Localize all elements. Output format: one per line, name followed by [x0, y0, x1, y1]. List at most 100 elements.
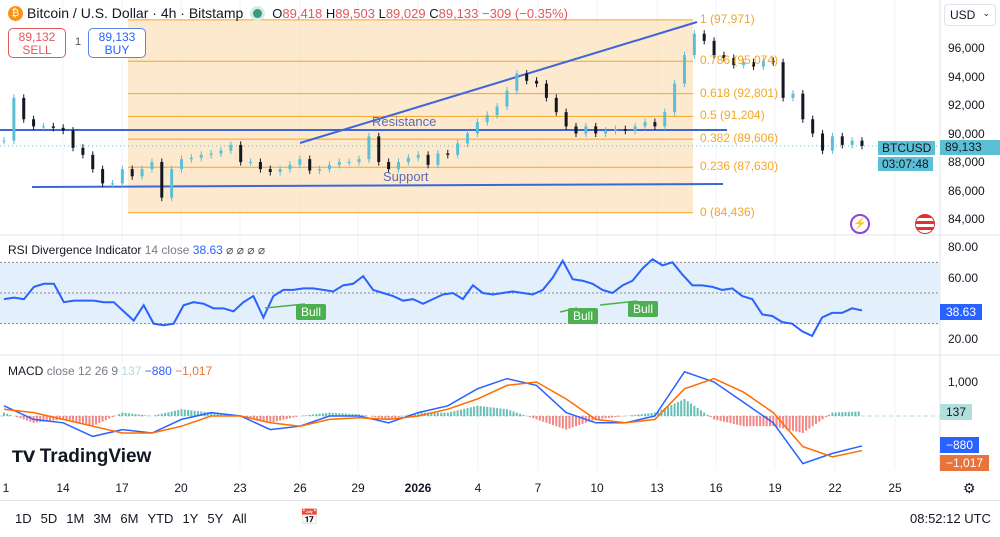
symbol-legend: ₿ Bitcoin / U.S. Dollar · 4h · Bitstamp …	[8, 5, 568, 21]
candle	[554, 97, 558, 113]
macd-histogram-bar	[785, 416, 788, 430]
candle	[61, 127, 65, 131]
macd-histogram-bar	[265, 416, 268, 423]
candle	[515, 73, 519, 91]
candle	[288, 164, 292, 170]
macd-histogram-bar	[581, 416, 584, 424]
support-line	[31, 183, 724, 188]
x-axis-tick: 13	[650, 481, 664, 495]
macd-histogram-bar	[805, 416, 808, 431]
macd-histogram-bar	[644, 413, 647, 416]
sell-button[interactable]: 89,132 SELL	[8, 28, 66, 58]
macd-histogram-bar	[673, 403, 676, 416]
macd-histogram-bar	[841, 412, 844, 416]
timeframe-5y[interactable]: 5Y	[207, 511, 224, 526]
timeframe-1d[interactable]: 1D	[15, 511, 32, 526]
macd-histogram-bar	[377, 416, 380, 418]
x-axis-tick: 7	[534, 481, 542, 495]
candle	[180, 159, 184, 170]
macd-histogram-bar	[473, 406, 476, 416]
candle	[761, 60, 765, 67]
calendar-icon[interactable]: 📅	[300, 509, 319, 526]
macd-histogram-bar	[390, 416, 393, 419]
macd-histogram-bar	[3, 412, 5, 416]
candle	[446, 153, 450, 155]
macd-histogram-bar	[512, 411, 515, 416]
macd-histogram-bar	[341, 413, 344, 416]
macd-histogram-bar	[456, 410, 459, 416]
macd-histogram-bar	[269, 416, 272, 423]
candle	[742, 62, 746, 66]
macd-histogram-bar	[505, 409, 508, 416]
macd-histogram-bar	[519, 413, 522, 416]
candle	[160, 162, 164, 198]
timeframe-6m[interactable]: 6M	[120, 511, 139, 526]
settings-icon[interactable]: ⚙	[963, 480, 976, 496]
macd-histogram-bar	[778, 416, 781, 428]
macd-histogram-bar	[358, 414, 361, 416]
candle	[594, 126, 598, 134]
candle	[41, 126, 45, 128]
candle	[436, 153, 440, 165]
candle	[278, 169, 282, 172]
macd-histogram-bar	[111, 416, 114, 418]
macd-histogram-bar	[137, 414, 140, 416]
macd-histogram-bar	[167, 412, 170, 416]
macd-histogram-bar	[502, 408, 505, 416]
candle	[604, 130, 608, 134]
symbol-title[interactable]: Bitcoin / U.S. Dollar · 4h · Bitstamp	[27, 5, 244, 21]
macd-histogram-bar	[801, 416, 804, 433]
candle	[613, 129, 617, 131]
macd-histogram-bar	[68, 416, 71, 421]
flash-icon[interactable]: ⚡	[850, 214, 870, 234]
market-status-icon	[253, 8, 263, 18]
rsi-legend[interactable]: RSI Divergence Indicator 14 close 38.63 …	[8, 243, 266, 257]
macd-histogram-bar	[657, 411, 660, 416]
macd-histogram-bar	[650, 412, 653, 416]
timeframe-all[interactable]: All	[232, 511, 247, 526]
macd-histogram-bar	[141, 414, 144, 416]
macd-histogram-bar	[834, 412, 837, 416]
macd-histogram-bar	[739, 416, 742, 426]
histogram-tag: 137	[940, 404, 973, 420]
candle	[120, 169, 124, 184]
candle	[722, 55, 726, 58]
macd-histogram-bar	[384, 416, 387, 419]
candle	[298, 159, 302, 165]
timeframe-5d[interactable]: 5D	[40, 511, 58, 526]
timeframe-3m[interactable]: 3M	[93, 511, 112, 526]
currency-select[interactable]: USD ⌄	[944, 4, 996, 26]
candle	[712, 40, 716, 56]
candle	[71, 130, 75, 148]
macd-histogram-bar	[634, 414, 637, 416]
macd-histogram-bar	[699, 410, 702, 416]
macd-histogram-bar	[436, 412, 439, 416]
timeframe-1y[interactable]: 1Y	[182, 511, 199, 526]
macd-histogram-bar	[49, 416, 52, 421]
candle	[229, 144, 233, 151]
timeframe-ytd[interactable]: YTD	[147, 511, 174, 526]
x-axis-tick: 20	[174, 481, 188, 495]
macd-histogram-bar	[210, 412, 213, 416]
candle	[12, 97, 16, 141]
macd-histogram-bar	[39, 416, 42, 423]
macd-histogram-bar	[851, 411, 854, 416]
timeframe-1m[interactable]: 1M	[66, 511, 85, 526]
macd-histogram-bar	[361, 414, 364, 416]
macd-histogram-bar	[647, 413, 650, 416]
macd-histogram-bar	[75, 416, 78, 423]
macd-histogram-bar	[709, 416, 712, 418]
macd-histogram-bar	[164, 412, 167, 416]
candle	[150, 162, 154, 170]
buy-button[interactable]: 89,133 BUY	[88, 28, 146, 58]
macd-legend[interactable]: MACD close 12 26 9 137 −880 −1,017	[8, 364, 213, 378]
macd-histogram-bar	[62, 416, 65, 420]
us-flag-icon[interactable]	[915, 214, 935, 234]
macd-histogram-bar	[131, 413, 134, 416]
macd-histogram-bar	[729, 416, 732, 424]
macd-histogram-bar	[555, 416, 558, 427]
macd-histogram-bar	[617, 416, 620, 417]
macd-histogram-bar	[312, 414, 315, 416]
macd-histogram-bar	[121, 412, 124, 416]
